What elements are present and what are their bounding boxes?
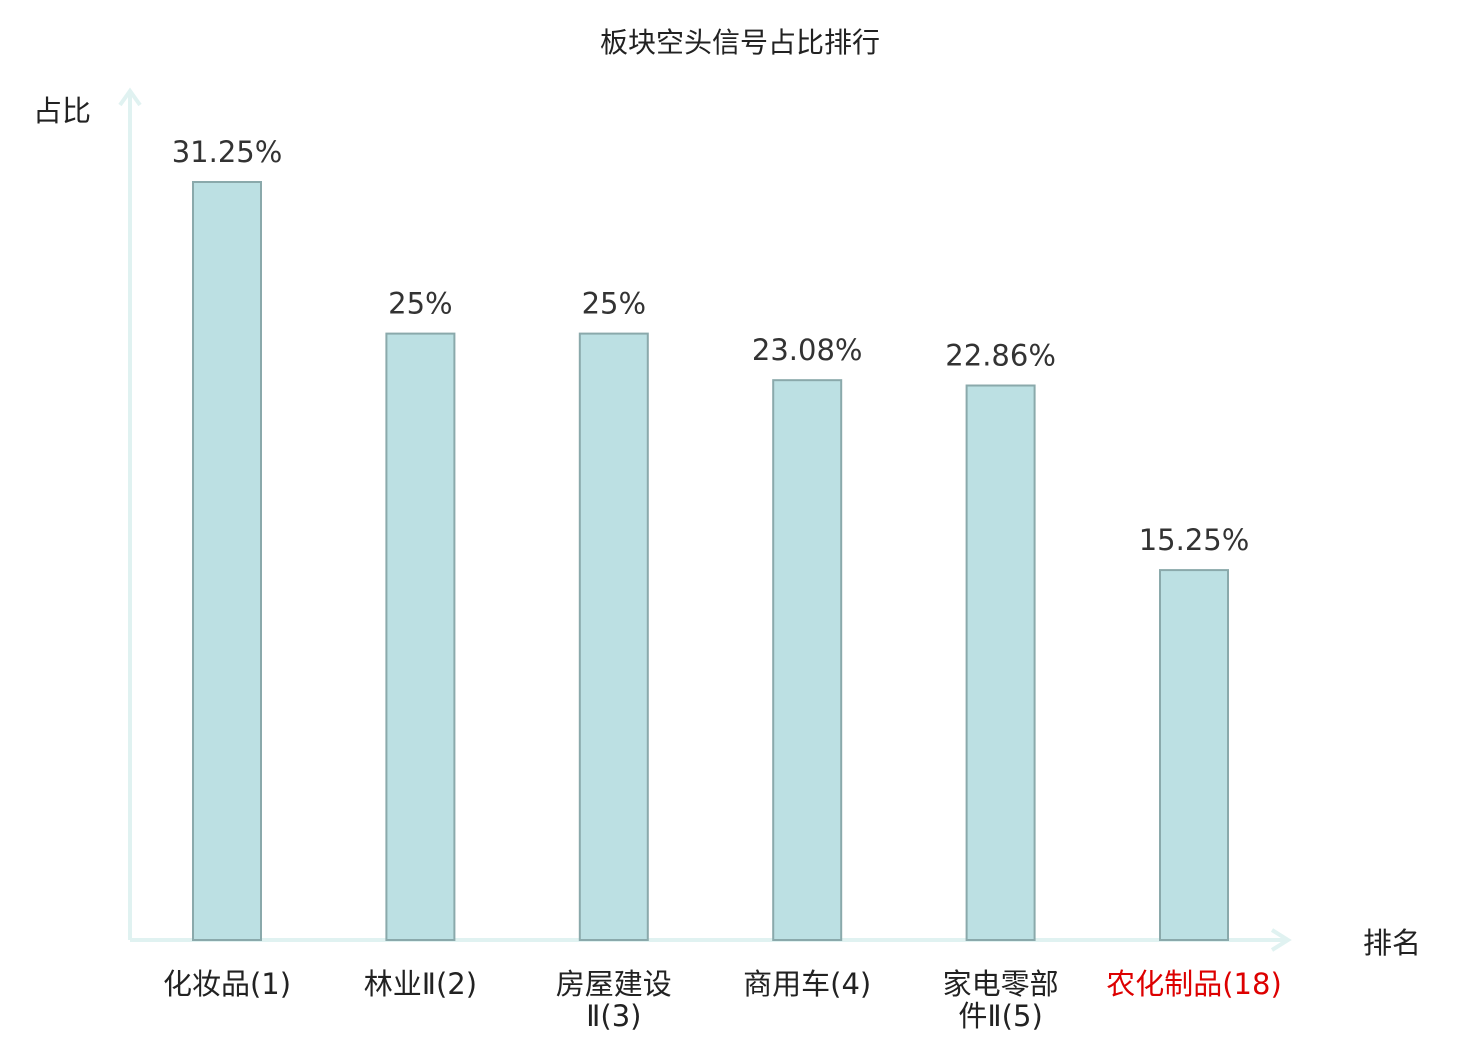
data-label: 31.25% (172, 135, 283, 169)
x-tick-label: 农化制品(18) (1106, 967, 1282, 1001)
chart-title: 板块空头信号占比排行 (600, 26, 880, 59)
x-tick-label-line: 林业Ⅱ(2) (364, 967, 477, 1001)
x-tick-label-line: 农化制品(18) (1106, 967, 1282, 1001)
bar (578, 332, 649, 942)
bar (192, 181, 262, 941)
bar (965, 384, 1036, 942)
x-axis-label: 排名 (1363, 926, 1421, 960)
x-tick-label-line: 商用车(4) (743, 967, 871, 1001)
y-axis-label: 占比 (33, 94, 91, 128)
data-label: 22.86% (945, 339, 1056, 373)
x-tick-label-line: 家电零部 (943, 967, 1059, 1001)
x-tick-label: 商用车(4) (743, 967, 871, 1001)
data-label: 15.25% (1139, 523, 1250, 557)
data-labels: 31.25% 25% 25% 23.08% 22.86% 15.25% (172, 135, 1250, 557)
bar (1159, 569, 1229, 941)
x-tick-label-line: 件Ⅱ(5) (958, 999, 1042, 1033)
x-tick-label: 林业Ⅱ(2) (364, 967, 477, 1001)
data-label: 25% (388, 287, 452, 321)
x-tick-label: 房屋建设 Ⅱ(3) (556, 967, 672, 1033)
x-axis-arrow (1270, 928, 1292, 952)
bar-series (192, 181, 1229, 942)
x-tick-label-line: 房屋建设 (556, 967, 672, 1001)
data-label: 23.08% (752, 333, 863, 367)
bar (772, 379, 843, 941)
category-labels: 化妆品(1) 林业Ⅱ(2) 房屋建设 Ⅱ(3) 商用车(4) 家电零部件Ⅱ(5) 农化制品(… (163, 967, 1282, 1033)
y-axis-arrow (118, 87, 142, 107)
bar (385, 332, 456, 942)
x-tick-label: 化妆品(1) (163, 967, 291, 1001)
x-tick-label-line: 化妆品(1) (163, 967, 291, 1001)
axes (118, 87, 1292, 952)
data-label: 25% (582, 287, 646, 321)
x-tick-label-line: Ⅱ(3) (586, 999, 641, 1033)
x-tick-label: 家电零部件Ⅱ(5) (943, 967, 1059, 1033)
